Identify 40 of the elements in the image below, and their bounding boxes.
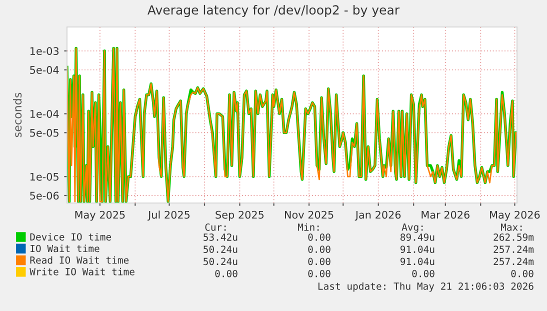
- text: 0.00: [308, 246, 330, 253]
- x-tick-label: Mar 2026: [422, 210, 470, 219]
- x-tick-label: Nov 2025: [284, 210, 334, 219]
- y-tick-label: 5e-06: [30, 192, 59, 200]
- text: 0.00: [412, 270, 434, 278]
- text: Max:: [500, 224, 522, 231]
- legend-label: Device IO time: [30, 233, 112, 241]
- y-tick-label: 1e-03: [30, 47, 59, 55]
- x-tick-label: Sep 2025: [216, 210, 264, 221]
- y-tick-label: 5e-04: [30, 66, 59, 74]
- text: 50.24u: [204, 246, 238, 253]
- chart-title: Average latency for /dev/loop2 - by year: [148, 4, 400, 18]
- text: 0.00: [308, 258, 330, 266]
- y-axis-title: seconds: [13, 92, 22, 138]
- text: 262.59m: [494, 233, 534, 241]
- text: 89.49u: [400, 233, 434, 241]
- x-tick-label: Jul 2025: [148, 210, 190, 221]
- text: 0.00: [511, 270, 534, 278]
- text: 91.04u: [400, 246, 434, 253]
- text: Last update: Thu May 21 21:06:03 2026: [318, 282, 534, 292]
- x-tick-label: May 2025: [75, 210, 125, 221]
- text: 91.04u: [400, 258, 434, 266]
- y-tick-label: 1e-04: [30, 110, 59, 118]
- legend-label: Read IO Wait time: [30, 256, 129, 264]
- text: Avg:: [402, 224, 423, 233]
- x-tick-label: May 2026: [490, 210, 540, 221]
- legend-label: IO Wait time: [30, 244, 100, 252]
- text: 53.42u: [204, 233, 238, 241]
- text: 257.24m: [494, 246, 534, 253]
- x-tick-label: Jan 2026: [354, 210, 401, 221]
- text: 257.24m: [494, 258, 534, 266]
- text: 0.00: [308, 270, 330, 278]
- y-tick-label: 1e-05: [30, 172, 58, 181]
- text: 0.00: [215, 270, 238, 278]
- text: 0.00: [308, 233, 330, 241]
- text: Cur:: [205, 223, 226, 231]
- y-tick-label: 5e-05: [30, 128, 58, 137]
- text: 50.24u: [204, 258, 238, 266]
- text: Min:: [298, 223, 319, 231]
- legend-label: Write IO Wait time: [30, 268, 134, 276]
